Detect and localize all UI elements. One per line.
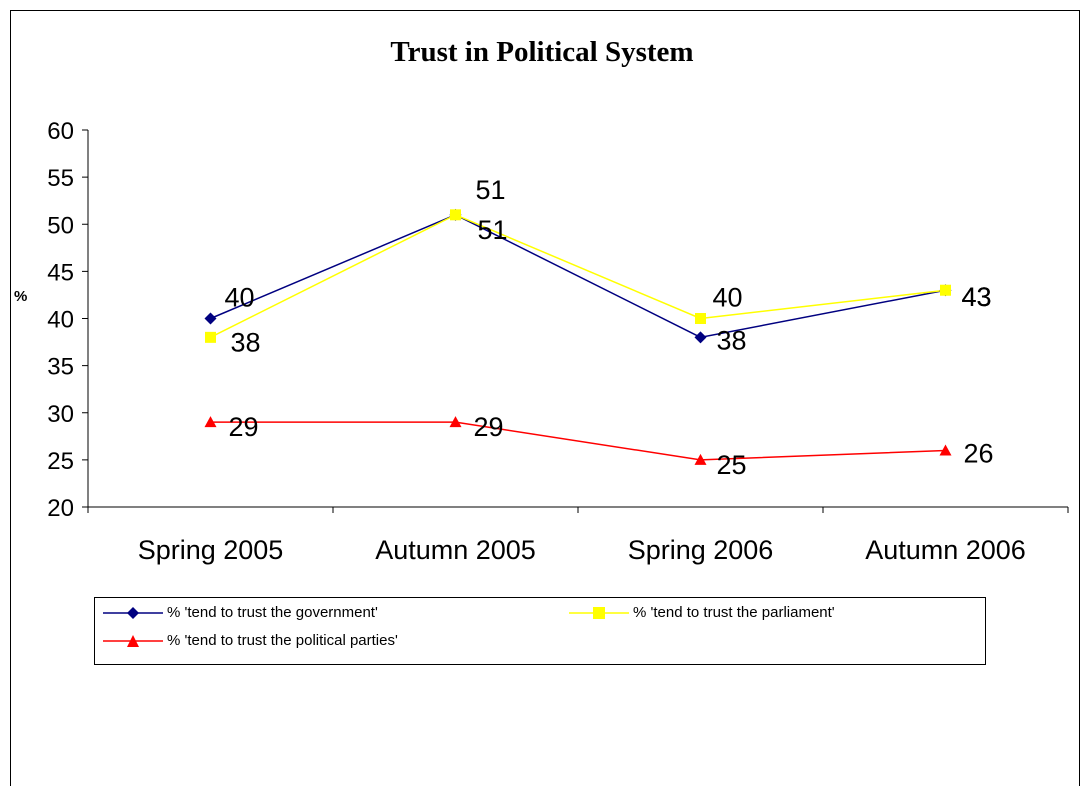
series-line xyxy=(210,213,946,339)
data-point xyxy=(205,331,216,343)
x-tick-label: Spring 2005 xyxy=(138,535,284,565)
y-tick-label: 25 xyxy=(47,448,74,475)
data-label: 25 xyxy=(717,450,747,480)
data-label: 51 xyxy=(478,215,508,245)
legend-item-government: % 'tend to trust the government' xyxy=(103,604,378,621)
y-axis-label: % xyxy=(14,288,27,305)
data-point xyxy=(695,313,706,324)
legend-label-parliament: % 'tend to trust the parliament' xyxy=(633,604,835,621)
y-tick-label: 20 xyxy=(47,495,74,522)
legend-label-parties: % 'tend to trust the political parties' xyxy=(167,632,398,649)
series-line xyxy=(210,421,946,461)
data-label: 38 xyxy=(231,327,261,357)
data-label: 51 xyxy=(476,175,506,205)
data-label: 26 xyxy=(964,438,994,468)
data-label: 29 xyxy=(229,412,259,442)
y-tick-label: 60 xyxy=(47,118,74,145)
data-label: 43 xyxy=(962,282,992,312)
chart-title: Trust in Political System xyxy=(390,36,694,68)
y-tick-label: 45 xyxy=(47,259,74,286)
data-label: 38 xyxy=(717,325,747,355)
legend-swatch-parties xyxy=(103,634,163,647)
y-tick-label: 50 xyxy=(47,212,74,239)
x-tick-label: Spring 2006 xyxy=(628,535,774,565)
y-tick-label: 35 xyxy=(47,354,74,381)
data-point xyxy=(204,416,217,428)
data-label: 43 xyxy=(962,282,992,312)
data-point xyxy=(449,416,462,428)
data-point xyxy=(694,453,707,465)
data-label: 29 xyxy=(474,412,504,442)
y-tick-label: 55 xyxy=(47,165,74,192)
data-label: 40 xyxy=(225,283,255,313)
legend-label-government: % 'tend to trust the government' xyxy=(167,604,378,621)
legend-item-parties: % 'tend to trust the political parties' xyxy=(103,632,398,649)
legend-swatch-parliament xyxy=(569,606,629,619)
data-point xyxy=(450,209,461,221)
data-point xyxy=(204,312,217,325)
legend-item-parliament: % 'tend to trust the parliament' xyxy=(569,604,835,621)
legend-swatch-government xyxy=(103,606,163,619)
series-line xyxy=(210,213,946,339)
y-tick-label: 30 xyxy=(47,401,74,428)
y-tick-label: 40 xyxy=(47,307,74,334)
data-label: 40 xyxy=(713,283,743,313)
x-tick-label: Autumn 2005 xyxy=(375,535,536,565)
legend: % 'tend to trust the government' % 'tend… xyxy=(94,597,986,665)
data-point xyxy=(940,284,951,296)
data-point xyxy=(694,331,707,344)
data-point xyxy=(939,444,952,456)
x-tick-label: Autumn 2006 xyxy=(865,535,1026,565)
